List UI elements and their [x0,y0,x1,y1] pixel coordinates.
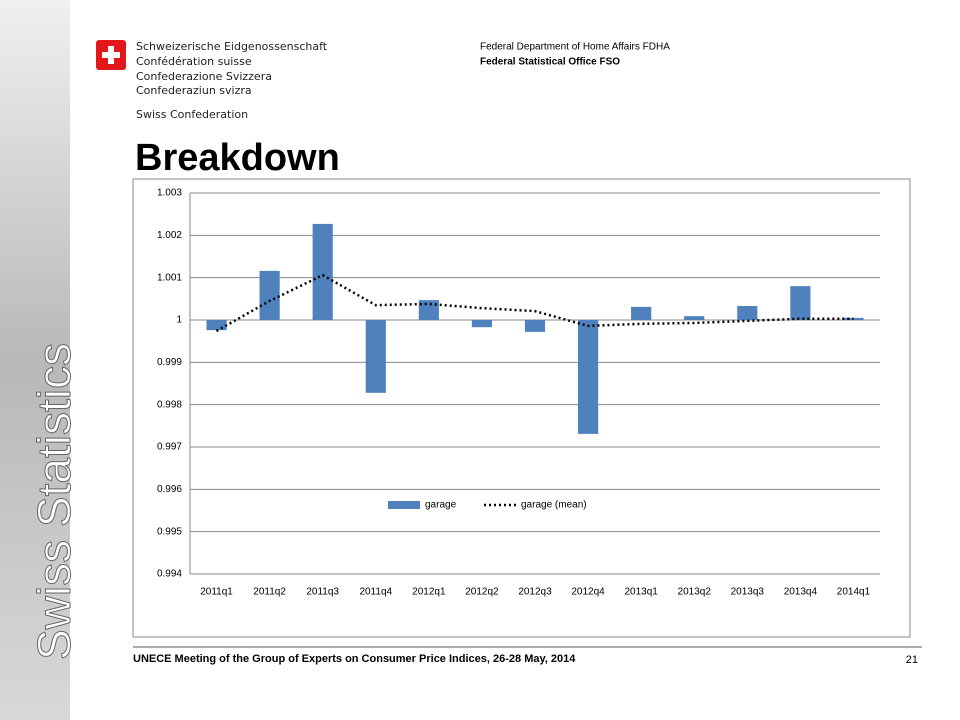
x-tick-label: 2011q2 [253,587,286,598]
mean-line [215,273,854,333]
bar [631,306,652,320]
y-tick-label: 1.001 [157,272,182,283]
legend-label: garage [425,500,457,511]
y-tick-label: 0.995 [157,526,182,537]
slide-title: Breakdown [135,137,340,179]
bar [471,320,493,328]
x-tick-label: 2012q4 [571,587,605,598]
y-tick-label: 0.997 [157,442,182,453]
bar [206,320,227,331]
y-tick-label: 0.996 [157,484,182,495]
side-label: Swiss Statistics [28,343,80,660]
language-line: Confederazione Svizzera [136,70,272,83]
legend-swatch [388,501,420,509]
confederation: Swiss Confederation [136,108,248,121]
bar [418,300,439,320]
bar [577,320,599,434]
x-tick-label: 2013q1 [624,587,658,598]
x-tick-label: 2012q1 [412,587,446,598]
bar [790,286,811,320]
x-tick-label: 2011q3 [306,587,339,598]
side-strip [0,0,70,720]
chart-frame [132,178,911,638]
bar [684,316,705,320]
bar [259,270,280,320]
x-tick-label: 2013q3 [731,587,765,598]
x-tick-label: 2011q1 [200,587,233,598]
y-tick-label: 1 [176,315,182,326]
y-tick-label: 1.003 [157,188,182,199]
flag-cross [102,52,120,58]
y-tick-label: 0.994 [157,569,182,580]
page-number: 21 [906,654,918,666]
department: Federal Department of Home Affairs FDHA [480,42,670,53]
x-tick-label: 2011q4 [359,587,392,598]
x-tick-label: 2012q2 [465,587,499,598]
language-line: Confederaziun svizra [136,84,252,97]
bar [524,320,546,332]
footer-text: UNECE Meeting of the Group of Experts on… [133,653,576,665]
x-tick-label: 2014q1 [837,587,871,598]
x-tick-label: 2013q2 [678,587,712,598]
office: Federal Statistical Office FSO [480,57,620,68]
bar [737,306,758,320]
legend-label: garage (mean) [521,500,587,511]
y-tick-label: 0.998 [157,399,182,410]
x-tick-label: 2012q3 [518,587,552,598]
language-line: Schweizerische Eidgenossenschaft [136,40,328,53]
bar [365,320,386,393]
bar [312,223,333,320]
y-tick-label: 0.999 [157,357,182,368]
language-line: Confédération suisse [136,55,252,68]
y-tick-label: 1.002 [157,230,182,241]
x-tick-label: 2013q4 [784,587,818,598]
